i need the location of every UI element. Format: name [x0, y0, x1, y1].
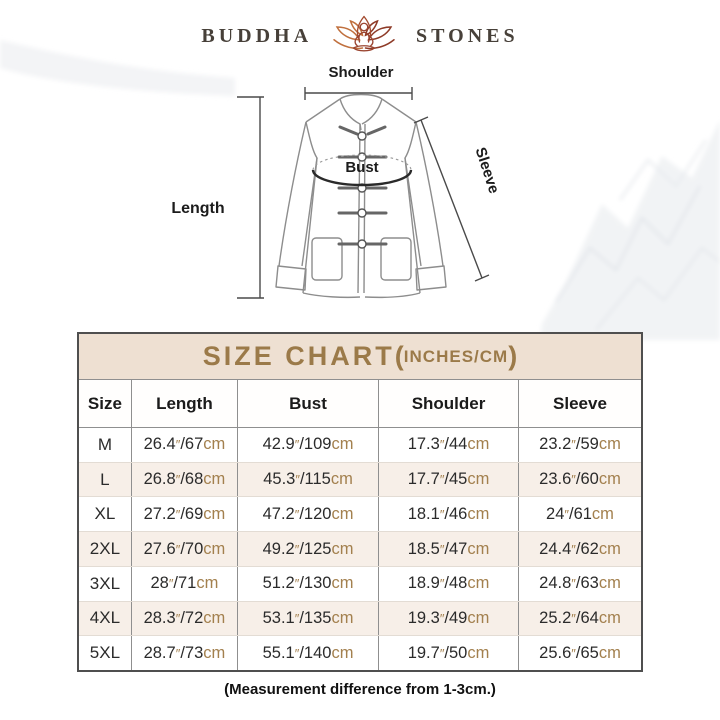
- measurement-cell: 17.7 ″/45 cm: [379, 462, 519, 497]
- measurement-cell: 28.3 ″/72 cm: [132, 601, 239, 636]
- measurement-cell: 27.2 ″/69 cm: [132, 497, 239, 532]
- size-cell: 2XL: [79, 532, 132, 566]
- size-cell: L: [79, 462, 132, 497]
- shoulder-label: Shoulder: [328, 64, 394, 81]
- measurement-cell: 19.7 ″/50 cm: [379, 636, 519, 671]
- measurement-cell: 42.9 ″/109 cm: [238, 428, 380, 462]
- column-header: Size: [79, 380, 132, 427]
- column-header: Sleeve: [553, 393, 607, 413]
- column-header: Length: [132, 380, 239, 427]
- brand-word-left: BUDDHA: [201, 24, 313, 47]
- measurement-cell: 53.1 ″/135 cm: [238, 601, 380, 636]
- measurement-cell: 23.2 ″/59 cm: [539, 435, 621, 454]
- measurement-cell: 49.2 ″/125 cm: [238, 532, 380, 566]
- measurement-cell: 26.8 ″/68 cm: [132, 462, 239, 497]
- measurement-cell: 18.5 ″/47 cm: [379, 532, 519, 566]
- measurement-cell: 25.2 ″/64 cm: [539, 608, 621, 627]
- measurement-cell: 51.2 ″/130 cm: [238, 566, 380, 601]
- table-body: M 26.4 ″/67 cm 42.9 ″/109 cm 17.3 ″/44 cm 23.2 ″/59…: [79, 428, 641, 671]
- measurement-cell: 25.6 ″/65 cm: [539, 643, 621, 662]
- size-cell: 4XL: [79, 601, 132, 636]
- table-row: 5XL 28.7 ″/73 cm 55.1 ″/140 cm 19.7 ″/50 cm 25.6 ″ /…: [79, 635, 641, 671]
- size-chart-table: SIZE CHART(INCHES/CM) Size Length Bust Shou…: [77, 332, 643, 672]
- measurement-cell: 17.3 ″/44 cm: [379, 428, 519, 462]
- measurement-cell: 55.1 ″/140 cm: [238, 636, 380, 671]
- measurement-cell: 19.3 ″/49 cm: [379, 601, 519, 636]
- measurement-cell: 23.6 ″/60 cm: [539, 470, 621, 489]
- title-paren-close: ): [508, 341, 518, 371]
- measurement-cell: 45.3 ″/115 cm: [238, 462, 380, 497]
- table-row: XL 27.2 ″/69 cm 47.2 ″/120 cm 18.1 ″/46 cm 24 ″/61 c…: [79, 496, 641, 532]
- size-chart-title: SIZE CHART(INCHES/CM): [79, 334, 641, 380]
- lotus-meditation-icon: [325, 15, 403, 57]
- measurement-cell: 24 ″/61 cm: [546, 504, 614, 523]
- size-cell: 5XL: [79, 636, 132, 671]
- size-chart-title-sub: INCHES/CM: [403, 346, 509, 366]
- measurement-cell: 24.4 ″/62 cm: [539, 539, 621, 558]
- measurement-footnote: (Measurement difference from 1-3cm.): [224, 681, 496, 698]
- size-cell: XL: [79, 497, 132, 532]
- title-paren-open: (: [394, 341, 404, 371]
- column-header-row: Size Length Bust Shoulder Sleeve: [79, 380, 641, 428]
- measurement-cell: 18.1 ″/46 cm: [379, 497, 519, 532]
- bust-label: Bust: [345, 159, 379, 176]
- table-row: 3XL 28 ″/71 cm 51.2 ″/130 cm 18.9 ″/48 cm 24.8 ″/63…: [79, 565, 641, 601]
- brand-word-right: STONES: [416, 24, 519, 47]
- column-header: Bust: [238, 380, 380, 427]
- measurement-cell: 26.4 ″/67 cm: [132, 428, 239, 462]
- size-cell: 3XL: [79, 566, 132, 601]
- table-row: M 26.4 ″/67 cm 42.9 ″/109 cm 17.3 ″/44 cm 23.2 ″/59…: [79, 428, 641, 462]
- length-label: Length: [171, 200, 225, 217]
- size-cell: M: [79, 428, 132, 462]
- measurement-cell: 28.7 ″/73 cm: [132, 636, 239, 671]
- measurement-cell: 24.8 ″/63 cm: [539, 574, 621, 593]
- measurement-cell: 47.2 ″/120 cm: [238, 497, 380, 532]
- measurement-cell: 18.9 ″/48 cm: [379, 566, 519, 601]
- table-row: 2XL 27.6 ″/70 cm 49.2 ″/125 cm 18.5 ″/47 cm 24.4 ″ /…: [79, 531, 641, 566]
- measurement-cell: 28 ″/71 cm: [132, 566, 239, 601]
- sleeve-label: Sleeve: [471, 145, 503, 196]
- table-row: 4XL 28.3 ″/72 cm 53.1 ″/135 cm 19.3 ″/49 cm 25.2 ″ /…: [79, 600, 641, 636]
- size-chart-title-main: SIZE CHART: [202, 341, 395, 371]
- measurement-cell: 27.6 ″/70 cm: [132, 532, 239, 566]
- column-header: Shoulder: [379, 380, 519, 427]
- table-row: L 26.8 ″/68 cm 45.3 ″/115 cm 17.7 ″/45 cm 23.6 ″/60…: [79, 461, 641, 497]
- brand-header: BUDDHA STON: [0, 12, 720, 60]
